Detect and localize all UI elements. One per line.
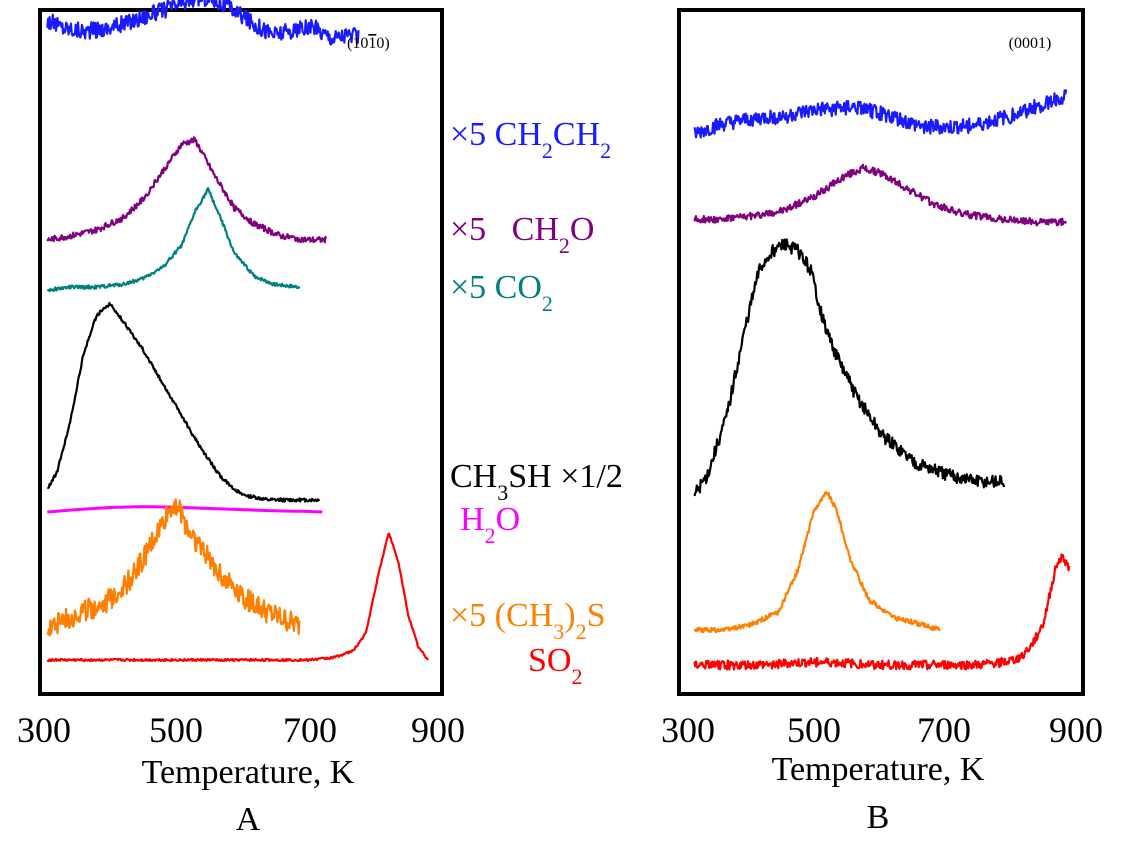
panel-b-xaxis-title: Temperature, K	[772, 751, 985, 788]
series-line-so2-panel-b	[693, 553, 1071, 671]
label-ch3-2s: ×5 (CH3)2S	[450, 597, 605, 644]
label-ch2ch2: ×5 CH2CH2	[450, 116, 611, 163]
series-line-so2-panel-a	[46, 532, 429, 663]
panel-b-frame	[677, 8, 1085, 696]
panel-a-series-group	[46, 0, 429, 663]
label-co2: ×5 CO2	[450, 269, 553, 316]
series-line-ch3sh-panel-b	[693, 238, 1006, 497]
series-labels: ×5 CH2CH2 ×5 CH2O ×5 CO2 CH3SH ×1/2 H2O …	[450, 116, 623, 689]
label-ch3sh: CH3SH ×1/2	[450, 458, 623, 505]
panel-b-xtick-500: 500	[787, 710, 841, 750]
panel-a-xtick-300: 300	[17, 710, 71, 750]
series-line-h2o-panel-a	[46, 505, 323, 514]
panel-a-xtick-500: 500	[149, 710, 203, 750]
panel-b: (0001) 300 500 700 900 Temperature, K B	[661, 8, 1103, 836]
series-line-ch32s-panel-b	[693, 491, 941, 634]
panel-a: (1010) 300 500 700 900 Temperature, K A	[17, 0, 465, 838]
series-line-ch2o-panel-a	[46, 136, 328, 244]
panel-b-letter: B	[867, 799, 890, 836]
panel-b-facet-label: (0001)	[1009, 35, 1052, 52]
panel-b-xtick-700: 700	[917, 710, 971, 750]
series-line-ch32s-panel-a	[46, 498, 301, 637]
label-ch2o: ×5 CH2O	[450, 211, 594, 258]
panel-b-xtick-900: 900	[1049, 710, 1103, 750]
panel-a-xtick-900: 900	[411, 710, 465, 750]
panel-a-facet-label: (1010)	[347, 35, 390, 52]
series-line-ch3sh-panel-a	[47, 301, 321, 503]
panel-b-series-group	[693, 89, 1071, 671]
panel-b-xtick-300: 300	[661, 710, 715, 750]
label-h2o: H2O	[460, 501, 520, 548]
panel-a-facet-bar-digit: 1	[368, 35, 376, 52]
series-line-co2-panel-a	[46, 187, 301, 293]
series-line-ch2o-panel-b	[693, 163, 1068, 227]
panel-a-xtick-700: 700	[283, 710, 337, 750]
panel-a-xaxis-title: Temperature, K	[142, 754, 355, 791]
panel-a-letter: A	[236, 801, 261, 838]
series-line-ch2ch2-panel-a	[46, 0, 360, 46]
label-so2: SO2	[528, 642, 582, 689]
series-line-ch2ch2-panel-b	[693, 89, 1068, 139]
